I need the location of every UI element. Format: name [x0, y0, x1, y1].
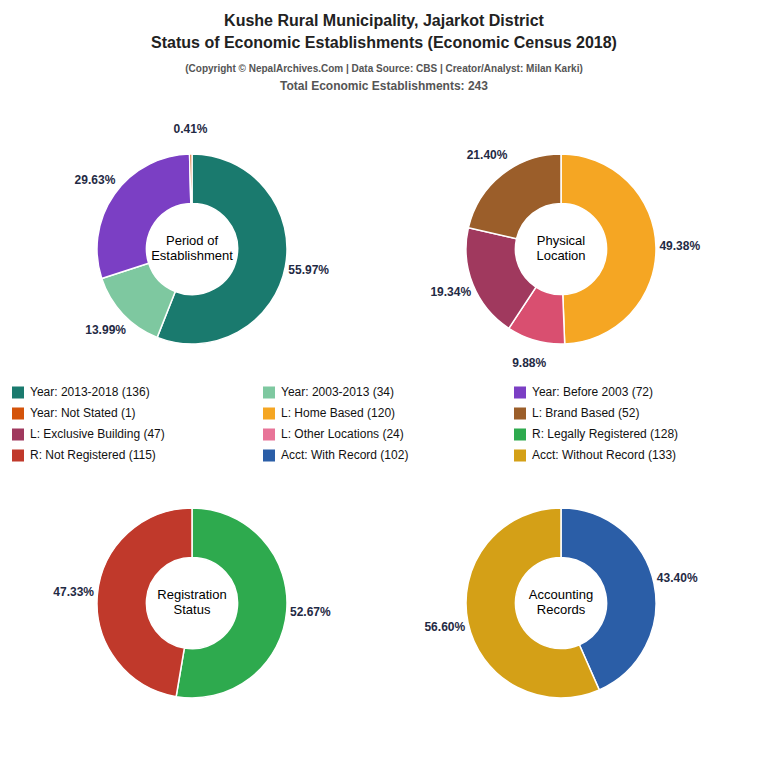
center-label: RegistrationStatus	[157, 587, 226, 617]
legend-item: R: Legally Registered (128)	[514, 427, 678, 441]
legend-swatch	[514, 408, 526, 420]
slices	[97, 508, 287, 698]
data-label: 9.88%	[512, 356, 546, 370]
legend-label: R: Legally Registered (128)	[532, 427, 678, 441]
legend-swatch	[514, 450, 526, 462]
legend-label: Year: 2003-2013 (34)	[281, 385, 394, 399]
slice	[466, 228, 536, 329]
data-labels: 52.67% 47.33%	[53, 585, 331, 619]
center-label: AccountingRecords	[529, 587, 593, 617]
data-label: 43.40%	[657, 571, 698, 585]
data-label: 19.34%	[430, 285, 471, 299]
donut-chart: AccountingRecords 43.40% 56.60%	[424, 508, 697, 698]
legend-label: R: Not Registered (115)	[30, 448, 156, 462]
legend-label: L: Home Based (120)	[281, 406, 395, 420]
donut-chart: PhysicalLocation 49.38% 9.88% 19.34% 21.40%	[430, 148, 700, 369]
legend-swatch	[12, 408, 24, 420]
legend-swatch	[12, 429, 24, 441]
legend-label: Year: 2013-2018 (136)	[30, 385, 150, 399]
legend-swatch	[514, 387, 526, 399]
data-label: 52.67%	[290, 605, 331, 619]
legend-label: Year: Before 2003 (72)	[532, 385, 653, 399]
legend-swatch	[12, 450, 24, 462]
center-label: PhysicalLocation	[536, 233, 585, 263]
title-block: Kushe Rural Municipality, Jajarkot Distr…	[151, 12, 617, 93]
legend-item: R: Not Registered (115)	[12, 448, 156, 462]
legend-item: Year: 2003-2013 (34)	[263, 385, 394, 399]
legend-label: L: Other Locations (24)	[281, 427, 404, 441]
legend-item: Year: Before 2003 (72)	[514, 385, 653, 399]
subtitle: (Copyright © NepalArchives.Com | Data So…	[185, 63, 583, 74]
legend-item: L: Exclusive Building (47)	[12, 427, 165, 441]
legend-swatch	[263, 408, 275, 420]
legend-item: Year: 2013-2018 (136)	[12, 385, 150, 399]
donut-chart: RegistrationStatus 52.67% 47.33%	[53, 508, 331, 698]
legend-label: Acct: With Record (102)	[281, 448, 408, 462]
legend-swatch	[12, 387, 24, 399]
slice	[466, 508, 599, 698]
legend-swatch	[263, 450, 275, 462]
legend-item: L: Home Based (120)	[263, 406, 395, 420]
legend-label: L: Exclusive Building (47)	[30, 427, 165, 441]
legend-label: Acct: Without Record (133)	[532, 448, 676, 462]
legend-swatch	[263, 387, 275, 399]
center-label: Period ofEstablishment	[151, 233, 233, 263]
legend-item: L: Other Locations (24)	[263, 427, 404, 441]
data-labels: 55.97% 13.99% 29.63% 0.41%	[75, 122, 330, 336]
data-labels: 49.38% 9.88% 19.34% 21.40%	[430, 148, 700, 369]
legend-swatch	[514, 429, 526, 441]
data-label: 55.97%	[288, 263, 329, 277]
data-label: 13.99%	[85, 323, 126, 337]
legend-swatch	[263, 429, 275, 441]
data-label: 29.63%	[75, 173, 116, 187]
title: Kushe Rural Municipality, Jajarkot Distr…	[224, 12, 544, 29]
slices	[97, 154, 287, 344]
data-label: 47.33%	[53, 585, 94, 599]
slices	[466, 154, 656, 344]
slices	[466, 508, 656, 698]
donut-chart: Period ofEstablishment 55.97% 13.99% 29.63%…	[75, 122, 330, 344]
slice	[190, 154, 192, 203]
legend: Year: 2013-2018 (136) Year: 2003-2013 (34…	[12, 385, 678, 462]
legend-label: L: Brand Based (52)	[532, 406, 639, 420]
legend-item: Year: Not Stated (1)	[12, 406, 136, 420]
data-label: 0.41%	[173, 122, 207, 136]
data-label: 49.38%	[659, 239, 700, 253]
data-labels: 43.40% 56.60%	[424, 571, 697, 634]
data-label: 21.40%	[467, 148, 508, 162]
legend-item: Acct: With Record (102)	[263, 448, 408, 462]
legend-item: L: Brand Based (52)	[514, 406, 639, 420]
slice	[468, 154, 561, 239]
legend-label: Year: Not Stated (1)	[30, 406, 136, 420]
figure: Kushe Rural Municipality, Jajarkot Distr…	[0, 0, 768, 768]
subtitle: Total Economic Establishments: 243	[280, 79, 488, 93]
title: Status of Economic Establishments (Econo…	[151, 34, 617, 51]
data-label: 56.60%	[424, 620, 465, 634]
legend-item: Acct: Without Record (133)	[514, 448, 676, 462]
